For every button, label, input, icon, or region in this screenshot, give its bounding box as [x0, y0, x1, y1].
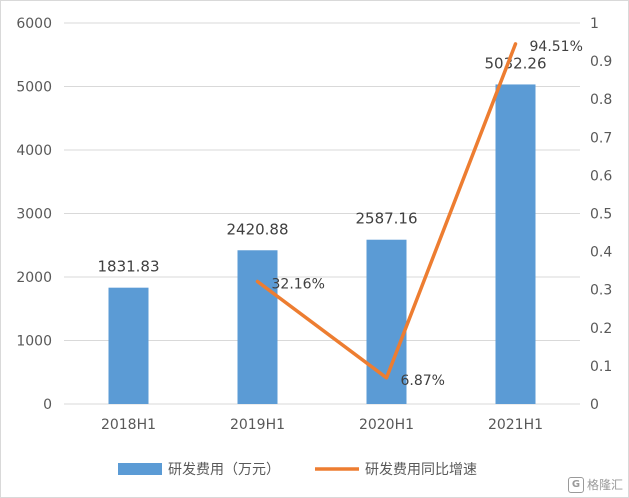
bar-data-label: 1831.83 [97, 258, 159, 276]
watermark: G 格隆汇 [567, 476, 623, 493]
bar [495, 84, 536, 405]
y-left-tick-label: 4000 [16, 143, 52, 159]
bar-data-label: 5032.26 [484, 54, 546, 72]
y-right-tick-label: 0.1 [590, 359, 612, 375]
series-line [255, 42, 518, 380]
y-left-tick-label: 2000 [16, 270, 52, 286]
y-right-tick-label: 0.9 [590, 54, 612, 70]
legend-line-label: 研发费用同比增速 [365, 462, 477, 478]
line-data-label: 94.51% [530, 39, 583, 55]
legend-bar-swatch [118, 463, 162, 475]
x-tick-label: 2018H1 [101, 417, 156, 433]
legend-bar-label: 研发费用（万元） [168, 462, 280, 478]
y-right-tick-label: 0.6 [590, 168, 612, 184]
y-right-tick-label: 0.2 [590, 321, 612, 337]
bar-data-label: 2420.88 [226, 220, 288, 238]
watermark-logo-icon: G [567, 476, 584, 493]
line-data-label: 32.16% [272, 276, 325, 292]
x-tick-label: 2020H1 [359, 417, 414, 433]
y-right-tick-label: 0 [590, 397, 599, 413]
bar [237, 250, 278, 404]
watermark-text: 格隆汇 [586, 478, 623, 492]
y-left-tick-label: 1000 [16, 334, 52, 350]
y-left-tick-label: 3000 [16, 207, 52, 223]
bar-data-label: 2587.16 [355, 210, 417, 228]
y-right-tick-label: 1 [590, 16, 599, 32]
y-right-tick-label: 0.8 [590, 92, 612, 108]
y-right-tick-label: 0.3 [590, 283, 612, 299]
y-right-tick-label: 0.7 [590, 130, 612, 146]
bar [108, 287, 149, 404]
y-left-tick-label: 0 [43, 397, 52, 413]
x-tick-label: 2019H1 [230, 417, 285, 433]
y-right-tick-label: 0.4 [590, 245, 612, 261]
y-left-tick-label: 5000 [16, 80, 52, 96]
line-data-label: 6.87% [401, 373, 445, 389]
y-right-tick-label: 0.5 [590, 207, 612, 223]
y-left-tick-label: 6000 [16, 16, 52, 32]
x-tick-label: 2021H1 [488, 417, 543, 433]
